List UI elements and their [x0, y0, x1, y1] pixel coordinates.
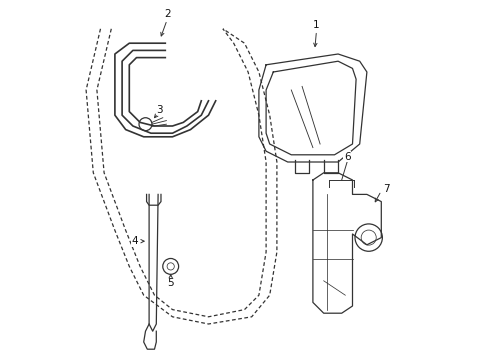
Text: 3: 3	[156, 105, 163, 115]
Text: 7: 7	[383, 184, 389, 194]
Text: 1: 1	[312, 20, 319, 30]
Text: 5: 5	[167, 278, 174, 288]
Text: 2: 2	[163, 9, 170, 19]
Text: 4: 4	[131, 236, 138, 246]
Text: 6: 6	[343, 152, 350, 162]
